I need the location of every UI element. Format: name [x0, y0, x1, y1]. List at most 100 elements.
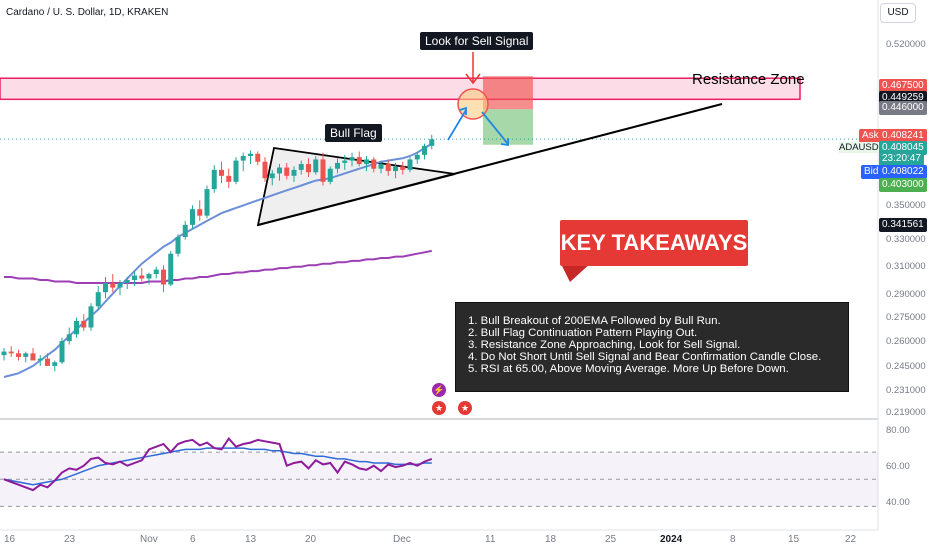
- price-tick: 0.275000: [886, 312, 926, 323]
- resistance-zone-band: [0, 77, 801, 101]
- symbol-label: ADAUSD: [839, 142, 879, 153]
- banner-tail: [560, 262, 592, 282]
- candle-body: [291, 169, 297, 176]
- candle-body: [349, 157, 355, 161]
- countdown-tag: 23:20:47: [879, 152, 924, 166]
- candle-body: [422, 145, 427, 155]
- candle-body: [335, 162, 340, 169]
- candle-body: [262, 161, 268, 179]
- candle-body: [117, 283, 123, 288]
- candle-body: [255, 153, 261, 162]
- candle-body: [23, 353, 29, 357]
- rsi-tick: 60.00: [886, 461, 910, 472]
- x-tick: 16: [4, 534, 16, 545]
- lightning-event-icon[interactable]: ⚡: [432, 383, 446, 397]
- x-tick: 8: [730, 534, 736, 545]
- projection-down-head: [500, 138, 509, 147]
- price-tick: 0.245000: [886, 361, 926, 372]
- candle-body: [146, 274, 152, 279]
- ema200-line: [4, 249, 432, 284]
- x-tick: 18: [545, 534, 557, 545]
- candle-body: [226, 175, 232, 182]
- candle-body: [269, 173, 275, 179]
- candle-body: [219, 169, 224, 176]
- x-tick: 23: [64, 534, 76, 545]
- candle-body: [356, 157, 362, 165]
- price-tick: 0.260000: [886, 336, 926, 347]
- candle-body: [277, 167, 282, 174]
- key-takeaways-banner: KEY TAKEAWAYS: [560, 220, 748, 266]
- x-tick: 15: [788, 534, 800, 545]
- stop-level-tag: 0.467500: [879, 79, 927, 93]
- candle-body: [74, 320, 79, 335]
- candle-body: [190, 209, 195, 225]
- ask-price-tag: 0.408241: [879, 129, 927, 143]
- candle-body: [313, 159, 319, 173]
- projection-up-head: [459, 106, 467, 115]
- candle-body: [327, 168, 333, 182]
- stop-loss-box: [483, 76, 533, 110]
- takeaway-item: 3. Resistance Zone Approaching, Look for…: [468, 339, 741, 351]
- projection-up-line: [447, 109, 467, 141]
- candle-body: [66, 334, 72, 342]
- candle-body: [298, 164, 304, 170]
- candle-body: [153, 269, 159, 275]
- x-tick: 13: [245, 534, 257, 545]
- candle-body: [81, 320, 87, 328]
- candle-body: [37, 358, 43, 361]
- candle-body: [364, 159, 369, 165]
- candle-body: [342, 160, 348, 163]
- candle-body: [8, 351, 14, 354]
- candle-body: [320, 159, 326, 182]
- candle-body: [211, 169, 217, 190]
- x-tick-year: 2024: [660, 534, 683, 545]
- candle-body: [429, 139, 435, 146]
- candle-body: [88, 306, 94, 328]
- candle-body: [175, 237, 181, 254]
- takeaway-item: 2. Bull Flag Continuation Pattern Playin…: [468, 327, 698, 339]
- rsi-tick: 80.00: [886, 425, 910, 436]
- zone-bottom-tag: 0.446000: [879, 101, 927, 115]
- low-level-tag: 0.341561: [879, 218, 927, 232]
- price-tick: 0.310000: [886, 261, 926, 272]
- candle-body: [52, 362, 58, 366]
- takeaway-item: 4. Do Not Short Until Sell Signal and Be…: [468, 351, 822, 363]
- rsi-line: [3, 436, 433, 492]
- x-tick: 22: [845, 534, 857, 545]
- candle-body: [284, 167, 290, 176]
- candle-body: [45, 358, 50, 366]
- takeaways-box: 1. Bull Breakout of 200EMA Followed by B…: [455, 302, 849, 392]
- candle-body: [182, 224, 188, 238]
- last-price-tag: 0.408045: [879, 141, 927, 155]
- candle-body: [371, 159, 377, 169]
- price-tick: 0.219000: [886, 407, 926, 418]
- trend-line: [257, 103, 723, 226]
- candle-body: [240, 156, 246, 161]
- ask-label: Ask: [859, 129, 882, 143]
- target-price-tag: 0.403000: [879, 178, 927, 192]
- price-tick: 0.330000: [886, 234, 926, 245]
- us-flag-event-icon[interactable]: ★: [432, 401, 446, 415]
- sell-signal-callout: Look for Sell Signal: [420, 32, 534, 50]
- candle-body: [204, 189, 210, 216]
- candle-body: [95, 292, 101, 307]
- x-tick: Nov: [140, 534, 158, 545]
- candle-body: [110, 283, 116, 288]
- rsi-tick: 40.00: [886, 497, 910, 508]
- bull-flag-triangle: [256, 146, 456, 227]
- candle-body: [1, 351, 7, 356]
- price-tick: 0.350000: [886, 200, 926, 211]
- x-tick: Dec: [393, 534, 411, 545]
- candle-body: [407, 159, 413, 170]
- resistance-zone-label: Resistance Zone: [692, 71, 805, 88]
- candle-body: [59, 341, 65, 363]
- projection-down-line: [481, 111, 509, 145]
- bull-flag-callout: Bull Flag: [325, 124, 382, 142]
- candle-body: [197, 209, 203, 216]
- x-tick: 25: [605, 534, 617, 545]
- us-flag-event-icon[interactable]: ★: [458, 401, 472, 415]
- candle-body: [16, 353, 21, 357]
- price-tick: 0.520000: [886, 39, 926, 50]
- currency-selector[interactable]: USD: [880, 3, 916, 23]
